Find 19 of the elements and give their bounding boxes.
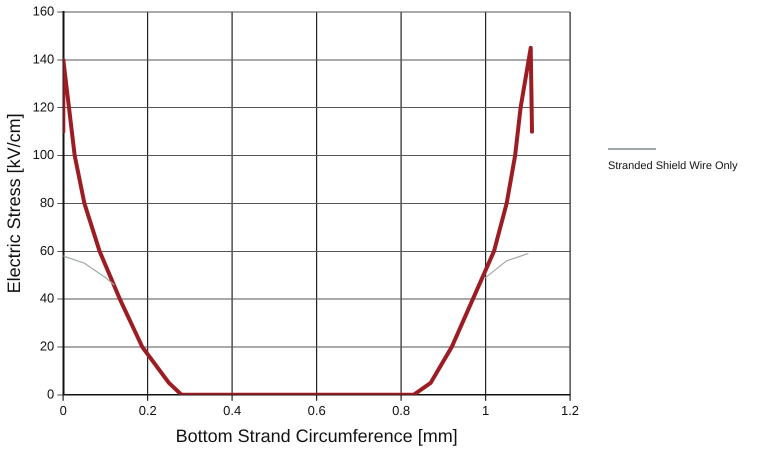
y-axis-title: Electric Stress [kV/cm] (4, 113, 24, 294)
y-tick-label: 0 (47, 386, 54, 402)
x-tick-label: 0.6 (308, 403, 326, 418)
x-tick-label: 1.2 (560, 403, 580, 418)
legend-label: Stranded Shield Wire Only (608, 160, 738, 172)
y-tick-label: 120 (32, 99, 54, 114)
y-tick-label: 80 (40, 194, 54, 210)
x-tick-label: 0.4 (223, 403, 242, 418)
y-tick-label: 160 (32, 4, 54, 19)
y-tick-label: 40 (40, 290, 54, 306)
x-tick-label: 0 (60, 403, 67, 418)
x-tick-label: 1 (482, 403, 490, 418)
x-tick-label: 0.8 (392, 403, 410, 418)
y-tick-label: 100 (32, 147, 54, 162)
x-axis-title: Bottom Strand Circumference [mm] (176, 426, 458, 446)
y-tick-label: 60 (40, 242, 54, 258)
y-tick-label: 20 (40, 338, 54, 354)
y-tick-label: 140 (32, 51, 54, 66)
x-tick-label: 0.2 (138, 403, 157, 418)
